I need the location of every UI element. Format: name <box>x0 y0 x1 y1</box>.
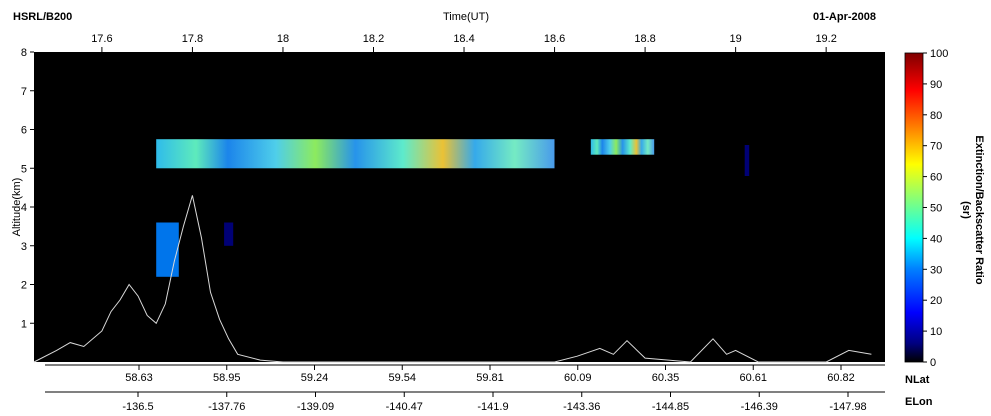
time-tick-label: 18.2 <box>363 33 384 45</box>
nlat-tick-label: 58.63 <box>125 372 153 384</box>
altitude-tick-label: 3 <box>21 241 27 253</box>
elon-axis: -136.5 -137.76 -139.09 -140.47 -141.9 -143.36… <box>122 392 867 413</box>
aerosol-layer-1 <box>590 139 655 155</box>
altitude-tick-label: 4 <box>21 202 27 214</box>
elon-tick-label: -141.9 <box>477 401 508 413</box>
elon-tick-label: -137.76 <box>208 401 245 413</box>
elon-tick-label: -146.39 <box>741 401 778 413</box>
nlat-tick-label: 60.35 <box>652 372 680 384</box>
altitude-tick-label: 7 <box>21 86 27 98</box>
colorbar-tick-label: 50 <box>930 203 942 215</box>
colorbar <box>904 52 924 363</box>
time-tick-label: 17.6 <box>91 33 112 45</box>
altitude-tick-label: 2 <box>21 280 27 292</box>
time-tick-label: 18.8 <box>634 33 655 45</box>
elon-tick-label: -144.85 <box>652 401 689 413</box>
terrain-profile-line <box>33 195 872 363</box>
plot-area <box>34 52 885 362</box>
elon-label: ELon <box>905 396 933 408</box>
altitude-tick-label: 8 <box>21 47 27 59</box>
elon-tick-label: -140.47 <box>386 401 423 413</box>
nlat-tick-label: 59.24 <box>301 372 329 384</box>
y-axis-title: Altitude(km) <box>11 178 23 237</box>
colorbar-tick-label: 10 <box>930 326 942 338</box>
altitude-tick-label: 1 <box>21 318 27 330</box>
altitude-tick-label: 5 <box>21 163 27 175</box>
colorbar-tick-label: 70 <box>930 141 942 153</box>
elon-tick-label: -139.09 <box>297 401 334 413</box>
aerosol-layer-4 <box>744 145 750 176</box>
altitude-axis: 1 2 3 4 5 6 7 8 <box>21 47 34 330</box>
nlat-tick-label: 59.54 <box>388 372 416 384</box>
time-tick-label: 19.2 <box>815 33 836 45</box>
nlat-tick-label: 58.95 <box>213 372 241 384</box>
colorbar-tick-label: 20 <box>930 295 942 307</box>
colorbar-tick-label: 30 <box>930 264 942 276</box>
nlat-axis: 58.63 58.95 59.24 59.54 59.81 60.09 60.35 60.61… <box>125 365 855 384</box>
elon-tick-label: -147.98 <box>829 401 866 413</box>
aerosol-layer-3 <box>224 222 234 246</box>
nlat-tick-label: 60.61 <box>739 372 767 384</box>
nlat-label: NLat <box>905 374 930 386</box>
elon-tick-label: -136.5 <box>122 401 153 413</box>
colorbar-title: Extinction/Backscatter Ratio <box>973 135 985 284</box>
nlat-tick-label: 59.81 <box>476 372 504 384</box>
time-tick-label: 18.4 <box>453 33 474 45</box>
date-label: 01-Apr-2008 <box>813 11 876 23</box>
colorbar-tick-label: 60 <box>930 172 942 184</box>
time-tick-label: 17.8 <box>182 33 203 45</box>
elon-tick-label: -143.36 <box>563 401 600 413</box>
colorbar-units: (sr) <box>960 201 972 219</box>
aerosol-layer-0 <box>156 139 555 169</box>
time-tick-label: 18 <box>277 33 289 45</box>
time-tick-label: 18.6 <box>544 33 565 45</box>
nlat-tick-label: 60.09 <box>564 372 592 384</box>
colorbar-tick-label: 100 <box>930 48 948 60</box>
instrument-label: HSRL/B200 <box>13 11 72 23</box>
colorbar-tick-label: 80 <box>930 110 942 122</box>
colorbar-ticks: 0 10 20 30 40 50 60 70 80 90 100 <box>923 48 948 369</box>
colorbar-tick-label: 0 <box>930 357 936 369</box>
time-axis: 17.6 17.8 18 18.2 18.4 18.6 18.8 19 19.2 <box>91 33 837 52</box>
colorbar-tick-label: 40 <box>930 233 942 245</box>
altitude-tick-label: 6 <box>21 125 27 137</box>
aerosol-layer-2 <box>156 222 179 277</box>
nlat-tick-label: 60.82 <box>827 372 855 384</box>
aerosol-layers <box>156 139 750 277</box>
time-tick-label: 19 <box>729 33 741 45</box>
colorbar-tick-label: 90 <box>930 79 942 91</box>
x-axis-title: Time(UT) <box>443 11 489 23</box>
